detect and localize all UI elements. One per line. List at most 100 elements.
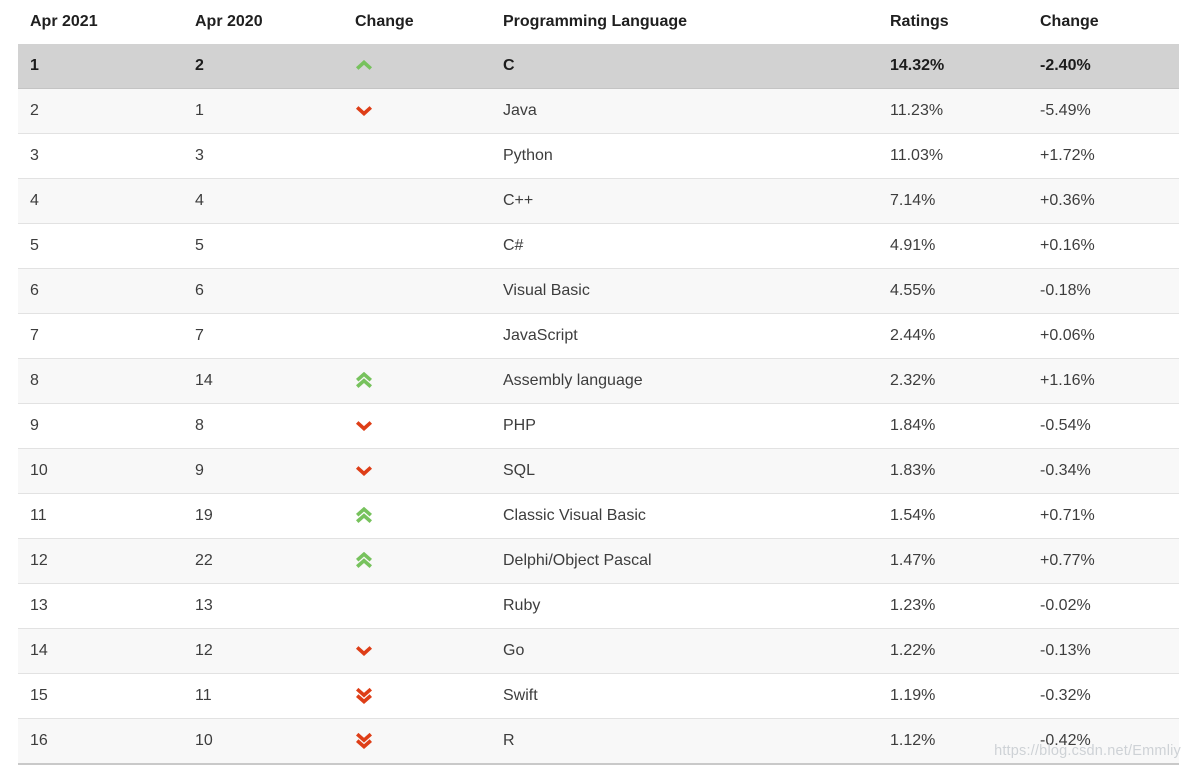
table-row: 5 5 C# 4.91% +0.16% <box>18 223 1179 269</box>
change-percent-cell: -0.18% <box>1040 268 1179 314</box>
change-percent-cell: +0.36% <box>1040 178 1179 224</box>
change-direction-cell <box>355 673 503 719</box>
rank-2021-cell: 12 <box>18 538 195 584</box>
language-cell: Classic Visual Basic <box>503 493 890 539</box>
language-cell: Python <box>503 133 890 179</box>
change-percent-cell: +1.16% <box>1040 358 1179 404</box>
change-direction-cell <box>355 44 503 89</box>
header-change-percent: Change <box>1040 0 1179 44</box>
change-direction-cell <box>355 223 503 269</box>
rank-2021-cell: 11 <box>18 493 195 539</box>
change-direction-cell <box>355 583 503 629</box>
language-cell: PHP <box>503 403 890 449</box>
rank-2021-cell: 13 <box>18 583 195 629</box>
header-apr-2020: Apr 2020 <box>195 0 355 44</box>
change-direction-cell <box>355 718 503 765</box>
table-row: 7 7 JavaScript 2.44% +0.06% <box>18 313 1179 359</box>
change-percent-cell: -0.13% <box>1040 628 1179 674</box>
language-cell: Visual Basic <box>503 268 890 314</box>
header-ratings: Ratings <box>890 0 1040 44</box>
rank-2021-cell: 15 <box>18 673 195 719</box>
rank-2020-cell: 3 <box>195 133 355 179</box>
header-programming-language: Programming Language <box>503 0 890 44</box>
table-row: 12 22 Delphi/Object Pascal 1.47% +0.77% <box>18 538 1179 584</box>
tiobe-index-table: Apr 2021 Apr 2020 Change Programming Lan… <box>18 0 1179 765</box>
change-direction-cell <box>355 493 503 539</box>
ratings-cell: 4.91% <box>890 223 1040 269</box>
rank-2020-cell: 9 <box>195 448 355 494</box>
language-cell: C# <box>503 223 890 269</box>
double-up-arrow-icon <box>355 372 373 389</box>
ratings-cell: 1.84% <box>890 403 1040 449</box>
down-arrow-icon <box>355 420 373 432</box>
change-percent-cell: +0.71% <box>1040 493 1179 539</box>
change-direction-cell <box>355 178 503 224</box>
change-direction-cell <box>355 628 503 674</box>
rank-2021-cell: 5 <box>18 223 195 269</box>
rank-2020-cell: 2 <box>195 44 355 89</box>
rank-2020-cell: 6 <box>195 268 355 314</box>
rank-2021-cell: 2 <box>18 88 195 134</box>
change-percent-cell: +0.77% <box>1040 538 1179 584</box>
ratings-cell: 11.23% <box>890 88 1040 134</box>
language-cell: Assembly language <box>503 358 890 404</box>
language-cell: Ruby <box>503 583 890 629</box>
change-direction-cell <box>355 268 503 314</box>
rank-2020-cell: 14 <box>195 358 355 404</box>
ratings-cell: 1.12% <box>890 718 1040 765</box>
rank-2021-cell: 1 <box>18 44 195 89</box>
table-row: 10 9 SQL 1.83% -0.34% <box>18 448 1179 494</box>
table-row: 6 6 Visual Basic 4.55% -0.18% <box>18 268 1179 314</box>
rank-2020-cell: 7 <box>195 313 355 359</box>
ratings-cell: 1.83% <box>890 448 1040 494</box>
language-cell: Go <box>503 628 890 674</box>
up-arrow-icon <box>355 60 373 71</box>
table-header: Apr 2021 Apr 2020 Change Programming Lan… <box>18 0 1179 44</box>
ratings-cell: 4.55% <box>890 268 1040 314</box>
language-cell: JavaScript <box>503 313 890 359</box>
change-percent-cell: -0.42% <box>1040 718 1179 765</box>
ratings-cell: 1.22% <box>890 628 1040 674</box>
rank-2021-cell: 6 <box>18 268 195 314</box>
rank-2021-cell: 8 <box>18 358 195 404</box>
language-cell: R <box>503 718 890 765</box>
change-direction-cell <box>355 358 503 404</box>
ratings-cell: 1.54% <box>890 493 1040 539</box>
ratings-cell: 11.03% <box>890 133 1040 179</box>
table-body: 1 2 C 14.32% -2.40% 2 1 Java 11.23% -5.49% 3 3 Pytho… <box>18 44 1179 765</box>
double-up-arrow-icon <box>355 507 373 524</box>
language-cell: Swift <box>503 673 890 719</box>
ratings-cell: 7.14% <box>890 178 1040 224</box>
double-down-arrow-icon <box>355 732 373 750</box>
rank-2021-cell: 7 <box>18 313 195 359</box>
change-direction-cell <box>355 538 503 584</box>
table-row-highlighted: 1 2 C 14.32% -2.40% <box>18 44 1179 89</box>
change-direction-cell <box>355 88 503 134</box>
table-row: 9 8 PHP 1.84% -0.54% <box>18 403 1179 449</box>
change-direction-cell <box>355 133 503 179</box>
language-cell: SQL <box>503 448 890 494</box>
change-percent-cell: -0.02% <box>1040 583 1179 629</box>
change-direction-cell <box>355 403 503 449</box>
change-percent-cell: -0.32% <box>1040 673 1179 719</box>
table-row: 16 10 R 1.12% -0.42% <box>18 718 1179 765</box>
change-percent-cell: -2.40% <box>1040 44 1179 89</box>
table-row: 14 12 Go 1.22% -0.13% <box>18 628 1179 674</box>
ratings-cell: 2.32% <box>890 358 1040 404</box>
double-up-arrow-icon <box>355 552 373 569</box>
ratings-cell: 1.23% <box>890 583 1040 629</box>
table-row: 2 1 Java 11.23% -5.49% <box>18 88 1179 134</box>
change-percent-cell: +0.06% <box>1040 313 1179 359</box>
change-percent-cell: -5.49% <box>1040 88 1179 134</box>
change-direction-cell <box>355 313 503 359</box>
table-row: 13 13 Ruby 1.23% -0.02% <box>18 583 1179 629</box>
change-direction-cell <box>355 448 503 494</box>
rank-2021-cell: 10 <box>18 448 195 494</box>
language-cell: Delphi/Object Pascal <box>503 538 890 584</box>
header-change-direction: Change <box>355 0 503 44</box>
language-cell: Java <box>503 88 890 134</box>
change-percent-cell: +1.72% <box>1040 133 1179 179</box>
ratings-cell: 1.19% <box>890 673 1040 719</box>
language-cell: C++ <box>503 178 890 224</box>
